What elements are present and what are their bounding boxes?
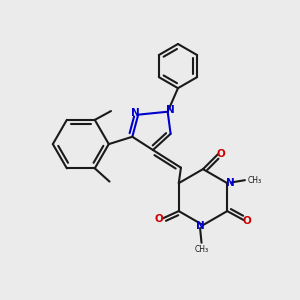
Text: CH₃: CH₃	[247, 176, 261, 185]
Text: O: O	[217, 149, 226, 159]
Text: O: O	[243, 215, 251, 226]
Text: O: O	[155, 214, 164, 224]
Text: CH₃: CH₃	[194, 245, 208, 254]
Text: N: N	[166, 105, 174, 115]
Text: N: N	[226, 178, 235, 188]
Text: N: N	[196, 221, 204, 231]
Text: N: N	[131, 108, 140, 118]
